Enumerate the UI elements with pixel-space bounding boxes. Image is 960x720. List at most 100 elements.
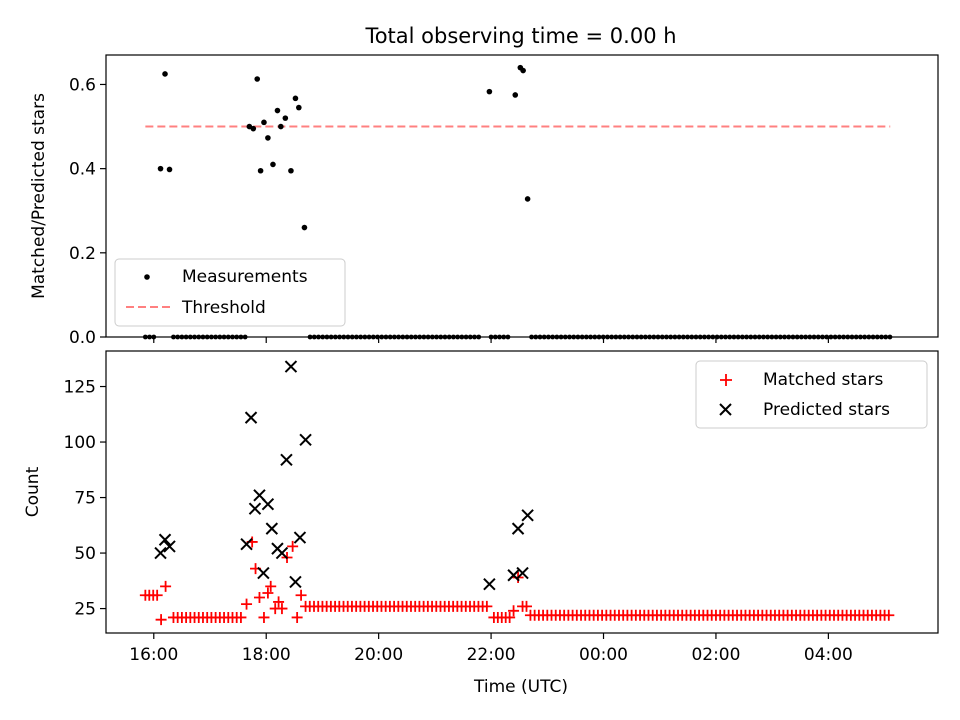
measurement-point — [296, 104, 302, 111]
top-legend-box — [114, 258, 346, 327]
measurement-point — [278, 123, 284, 130]
measurement-point — [274, 107, 281, 114]
measurement-point — [261, 119, 267, 126]
legend-matched-marker — [720, 374, 732, 386]
top-y-tick-label: 0.6 — [69, 75, 96, 95]
legend-predicted-label: Predicted stars — [763, 400, 890, 420]
matched-star-point — [241, 598, 253, 610]
matched-star-point — [287, 540, 299, 552]
legend-matched-label: Matched stars — [763, 370, 883, 390]
chart-title: Total observing time = 0.00 h — [364, 24, 676, 48]
predicted-star-point — [158, 533, 172, 546]
measurement-point — [301, 224, 308, 231]
bottom-x-tick-label: 02:00 — [691, 645, 740, 665]
predicted-star-point — [483, 577, 496, 591]
x-axis-label: Time (UTC) — [473, 677, 568, 697]
measurement-point — [162, 71, 168, 77]
measurement-point — [512, 92, 519, 98]
measurement-point — [254, 76, 261, 82]
matched-star-point — [276, 603, 288, 615]
bottom-y-tick-label: 125 — [64, 378, 96, 398]
top-y-tick-label: 0.2 — [69, 244, 96, 264]
legend-measurements-label: Measurements — [182, 267, 308, 287]
matched-star-point — [508, 605, 520, 617]
predicted-star-point — [521, 509, 534, 522]
measurement-point — [524, 196, 531, 202]
measurement-point — [520, 67, 526, 74]
matched-star-point — [291, 611, 303, 623]
predicted-star-point — [248, 502, 262, 515]
measurement-point — [270, 161, 276, 168]
matched-star-point — [273, 596, 285, 608]
bottom-plot-area — [139, 360, 895, 626]
top-axes-frame — [105, 54, 939, 338]
bottom-x-tick-label: 16:00 — [129, 645, 178, 665]
matched-star-point — [265, 580, 277, 592]
matched-star-point — [295, 589, 307, 601]
legend-predicted-marker — [719, 403, 732, 416]
predicted-star-point — [257, 566, 270, 580]
bottom-axes-frame — [105, 350, 939, 634]
bottom-x-tick-label: 18:00 — [242, 645, 291, 665]
top-legend: Measurements Threshold — [114, 258, 346, 327]
top-y-axis-label: Matched/Predicted stars — [29, 93, 49, 299]
predicted-star-point — [265, 522, 279, 535]
matched-star-point — [262, 587, 274, 599]
matched-star-point — [520, 600, 532, 612]
bottom-x-tick-label: 20:00 — [354, 645, 403, 665]
top-x-ticks — [153, 337, 829, 343]
top-panel: 0.0 0.2 0.4 0.6 Matched/Predicted stars Mea… — [29, 54, 939, 348]
bottom-legend: Matched stars Predicted stars — [695, 360, 928, 429]
matched-star-point — [883, 609, 895, 621]
measurement-point — [250, 125, 257, 132]
legend-threshold-label: Threshold — [181, 298, 266, 318]
predicted-star-point — [240, 537, 253, 551]
predicted-star-point — [299, 433, 312, 447]
predicted-star-point — [511, 522, 525, 535]
measurement-point — [265, 135, 271, 141]
predicted-star-point — [289, 575, 302, 589]
bottom-x-tick-label: 22:00 — [467, 645, 516, 665]
bottom-y-tick-label: 50 — [74, 544, 96, 564]
matched-star-point — [253, 591, 265, 603]
measurement-point — [257, 167, 264, 174]
measurement-point — [486, 88, 493, 95]
predicted-star-point — [244, 411, 258, 424]
bottom-x-tick-label: 00:00 — [579, 645, 628, 665]
top-y-tick-label: 0.0 — [69, 328, 96, 348]
bottom-x-tick-label: 04:00 — [804, 645, 853, 665]
predicted-star-point — [516, 566, 529, 580]
bottom-y-tick-label: 25 — [74, 600, 96, 620]
measurement-point — [292, 95, 299, 102]
matched-star-point — [155, 614, 167, 626]
bottom-panel: 25 50 75 100 125 16:00 18:00 20:00 22:00 00:00 02… — [23, 350, 939, 697]
bottom-x-ticks: 16:00 18:00 20:00 22:00 00:00 02:00 04:00 — [129, 633, 853, 665]
matched-star-point — [151, 589, 163, 601]
measurement-point — [157, 165, 164, 172]
predicted-star-point — [261, 498, 275, 511]
predicted-star-point — [275, 546, 289, 560]
predicted-star-point — [154, 546, 167, 560]
predicted-star-point — [507, 569, 520, 582]
predicted-star-point — [293, 531, 307, 544]
matched-star-point — [235, 611, 247, 623]
predicted-star-point — [163, 540, 176, 553]
matched-star-point — [160, 580, 172, 592]
top-y-ticks: 0.0 0.2 0.4 0.6 — [69, 75, 106, 348]
top-y-tick-label: 0.4 — [69, 160, 96, 180]
bottom-legend-box — [695, 360, 928, 429]
legend-measurements-marker — [144, 274, 150, 280]
bottom-y-tick-label: 100 — [64, 433, 96, 453]
measurement-point — [166, 166, 173, 173]
bottom-y-tick-label: 75 — [74, 489, 96, 509]
matched-star-point — [481, 600, 493, 612]
measurement-point — [282, 115, 289, 121]
matched-star-point — [258, 611, 270, 623]
predicted-star-point — [280, 453, 293, 467]
predicted-star-point — [284, 360, 298, 373]
matched-star-point — [504, 611, 516, 623]
measurement-point — [288, 167, 294, 174]
bottom-y-axis-label: Count — [23, 466, 43, 517]
